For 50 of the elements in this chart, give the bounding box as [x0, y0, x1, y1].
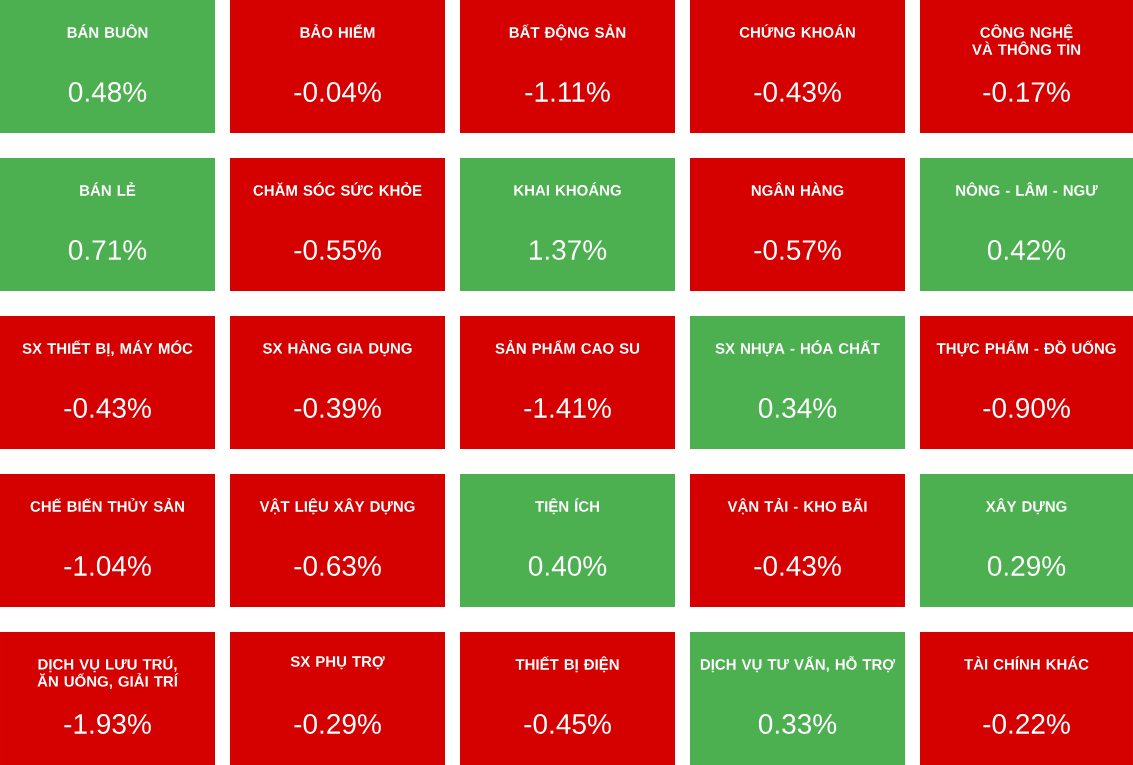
category-label: BẤT ĐỘNG SẢN [509, 24, 626, 41]
data-label: -0.43% [64, 398, 151, 418]
category-label: NÔNG - LÂM - NGƯ [956, 182, 1098, 196]
category-label: THỰC PHẨM - ĐỒ UỐNG [936, 340, 1116, 357]
category-label: SX PHỤ TRỢ [290, 656, 385, 670]
data-label: -0.43% [754, 82, 841, 102]
data-label: -0.55% [294, 240, 381, 260]
category-label: VẬT LIỆU XÂY DỰNG [259, 498, 415, 515]
category-label: TÀI CHÍNH KHÁC [964, 656, 1089, 670]
category-label: VẬN TẢI - KHO BÃI [727, 498, 867, 515]
data-label: -0.57% [754, 240, 841, 260]
category-label: NGÂN HÀNG [751, 182, 844, 196]
data-label: -0.90% [983, 398, 1070, 418]
data-label: -0.04% [294, 82, 381, 102]
data-label: 0.34% [758, 398, 837, 418]
data-label: -0.39% [294, 398, 381, 418]
data-label: 0.48% [68, 82, 147, 102]
category-label: KHAI KHOÁNG [514, 182, 621, 196]
data-label: 0.42% [987, 240, 1066, 260]
category-label: CHĂM SÓC SỨC KHỎE [253, 182, 422, 196]
data-label: -0.22% [983, 714, 1070, 734]
category-label: CÔNG NGHỆ VÀ THÔNG TIN [972, 24, 1081, 55]
category-label: SX HÀNG GIA DỤNG [262, 340, 412, 357]
data-label: 0.71% [68, 240, 147, 260]
data-label: -0.43% [754, 556, 841, 576]
category-label: DỊCH VỤ TƯ VẤN, HỖ TRỢ [700, 656, 896, 673]
category-label: THIẾT BỊ ĐIỆN [515, 656, 619, 673]
category-label: CHẾ BIẾN THỦY SẢN [30, 498, 184, 512]
category-label: SX THIẾT BỊ, MÁY MÓC [22, 340, 193, 357]
data-label: -1.04% [64, 556, 151, 576]
data-label: -0.63% [294, 556, 381, 576]
category-label: TIỆN ÍCH [535, 498, 599, 515]
data-label: -1.41% [524, 398, 611, 418]
data-label: -0.29% [294, 714, 381, 734]
category-label: DỊCH VỤ LƯU TRÚ, ĂN UỐNG, GIẢI TRÍ [37, 656, 179, 689]
category-label: BẢO HIỂM [300, 24, 375, 38]
data-label: 0.33% [758, 714, 837, 734]
category-label: SẢN PHẨM CAO SU [495, 340, 640, 354]
category-label: XÂY DỰNG [985, 498, 1067, 515]
category-label: BÁN LẺ [80, 182, 136, 196]
data-label: 1.37% [529, 240, 607, 260]
data-label: -0.45% [524, 714, 611, 734]
data-label: 0.40% [528, 556, 607, 576]
data-label: -0.17% [983, 82, 1070, 102]
data-label: 0.29% [987, 556, 1066, 576]
category-label: BÁN BUÔN [67, 24, 148, 38]
category-label: CHỨNG KHOÁN [739, 24, 855, 38]
category-label: SX NHỰA - HÓA CHẤT [715, 340, 880, 357]
data-label: -1.11% [525, 82, 610, 102]
data-label: -1.93% [64, 714, 151, 734]
